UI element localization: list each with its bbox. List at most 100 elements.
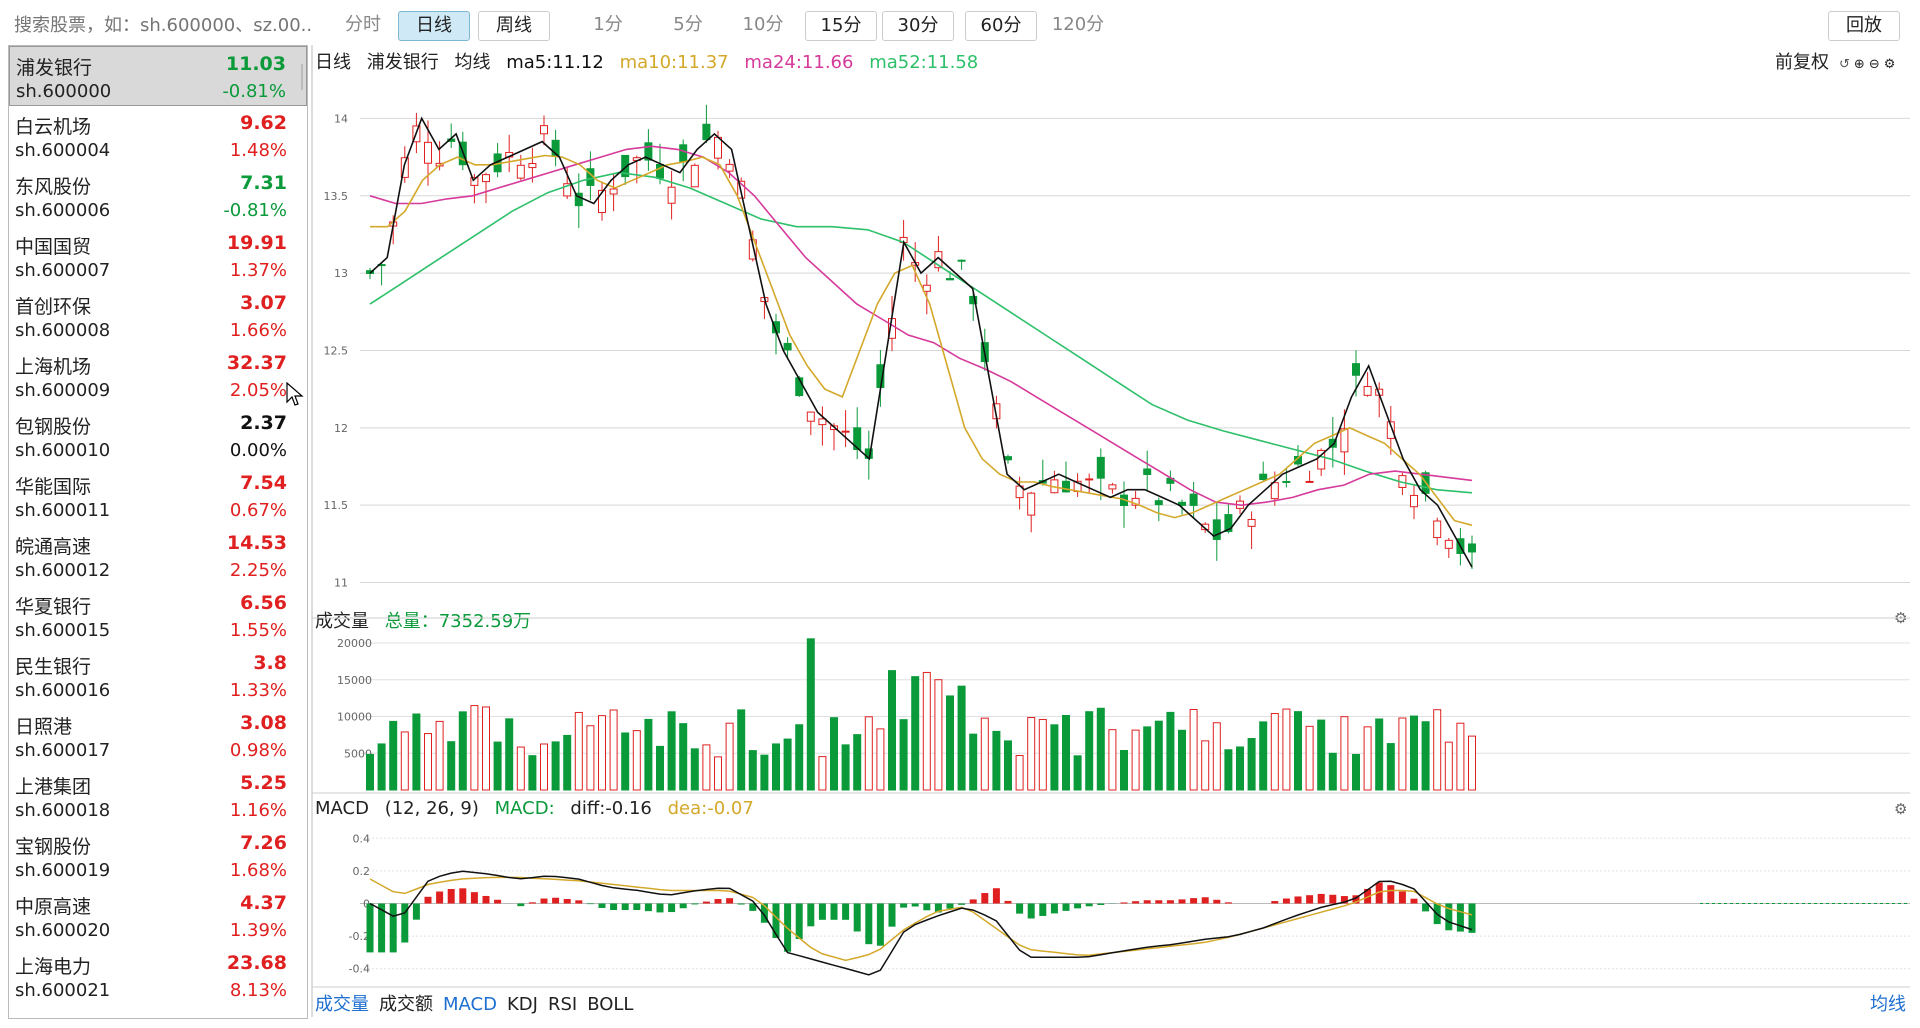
bottom-right-ma-button[interactable]: 均线: [1870, 994, 1906, 1015]
macd-bar: [366, 903, 374, 953]
stock-name: 上海机场: [15, 356, 92, 378]
candle: [389, 221, 398, 227]
stock-list-item[interactable]: 中原高速 sh.600020 4.37 1.39%: [9, 886, 307, 946]
macd-bar: [1132, 901, 1140, 904]
volume-bar: [424, 733, 432, 791]
stock-name: 白云机场: [15, 116, 92, 138]
stock-list-item[interactable]: 华夏银行 sh.600015 6.56 1.55%: [9, 586, 307, 646]
indicator-tab-kdj[interactable]: KDJ: [506, 994, 538, 1015]
kline-legend: 日线 浦发银行 均线 ma5:11.12 ma10:11.37 ma24:11.…: [315, 48, 988, 74]
indicator-tab-成交量[interactable]: 成交量: [315, 994, 369, 1015]
volume-bar: [1143, 726, 1152, 791]
indicator-tab-rsi[interactable]: RSI: [547, 994, 578, 1015]
stock-list-item[interactable]: 白云机场 sh.600004 9.62 1.48%: [9, 106, 307, 166]
period-tab-6[interactable]: 15分: [805, 11, 877, 41]
volume-bar: [493, 741, 502, 791]
ma5-line: [369, 116, 1473, 568]
period-tab-1[interactable]: 日线: [398, 11, 470, 41]
period-tab-5[interactable]: 10分: [742, 14, 784, 35]
stock-list-item[interactable]: 日照港 sh.600017 3.08 0.98%: [9, 706, 307, 766]
macd-dea: dea:-0.07: [667, 798, 754, 819]
macd-settings-icon[interactable]: ⚙: [1894, 800, 1908, 818]
volume-bar: [1189, 709, 1198, 791]
stock-list-item[interactable]: 上海电力 sh.600021 23.68 8.13%: [9, 946, 307, 1006]
stock-list-item[interactable]: 上海机场 sh.600009 32.37 2.05%: [9, 346, 307, 406]
macd-bar: [946, 903, 954, 909]
volume-bar: [1236, 746, 1244, 791]
stock-list-item[interactable]: 宝钢股份 sh.600019 7.26 1.68%: [9, 826, 307, 886]
stock-list-item[interactable]: 浦发银行 sh.600000 11.03 -0.81%: [9, 46, 307, 106]
period-tab-8[interactable]: 60分: [965, 11, 1037, 41]
period-tab-9[interactable]: 120分: [1051, 14, 1105, 35]
macd-bar: [610, 903, 618, 911]
candle: [1166, 477, 1175, 484]
stock-code: sh.600021: [15, 980, 111, 1001]
macd-bar: [598, 903, 606, 908]
volume-bar: [1363, 726, 1372, 791]
stock-price: 7.26: [240, 832, 287, 854]
candle: [400, 157, 409, 178]
volume-bar: [366, 753, 374, 791]
candle: [853, 427, 862, 450]
stock-list-item[interactable]: 华能国际 sh.600011 7.54 0.67%: [9, 466, 307, 526]
macd-bar: [1224, 902, 1232, 904]
stock-name: 华能国际: [15, 476, 92, 498]
volume-bar: [563, 734, 572, 791]
macd-bar: [1062, 903, 1070, 911]
candle: [528, 163, 537, 169]
volume-bar: [806, 638, 815, 791]
ma24-line: [369, 145, 1473, 507]
macd-bar: [1282, 898, 1290, 904]
candle: [969, 295, 978, 305]
macd-bar: [1340, 896, 1348, 904]
period-tab-3[interactable]: 1分: [593, 14, 623, 35]
stock-code: sh.600009: [15, 380, 111, 401]
volume-bar: [540, 743, 548, 791]
macd-bar: [1085, 903, 1093, 907]
macd-bar: [992, 888, 1000, 904]
candle: [1433, 520, 1442, 539]
macd-bar: [830, 903, 838, 920]
period-tab-4[interactable]: 5分: [673, 14, 703, 35]
stock-list-item[interactable]: 包钢股份 sh.600010 2.37 0.00%: [9, 406, 307, 466]
volume-bar: [389, 720, 398, 791]
settings-icon[interactable]: ⚙: [1883, 57, 1896, 72]
adjust-label[interactable]: 前复权: [1775, 52, 1829, 73]
replay-button[interactable]: 回放: [1828, 11, 1900, 41]
volume-bar: [656, 745, 664, 791]
volume-settings-icon[interactable]: ⚙: [1894, 609, 1908, 627]
stock-list-item[interactable]: 上港集团 sh.600018 5.25 1.16%: [9, 766, 307, 826]
y-tick-label: 20000: [337, 637, 372, 650]
diff-line: [369, 870, 1473, 976]
ma10-line: [370, 154, 1473, 527]
macd-bar: [447, 888, 455, 904]
indicator-tab-成交额[interactable]: 成交额: [379, 994, 433, 1015]
volume-bar: [1201, 740, 1210, 791]
indicator-tab-boll[interactable]: BOLL: [587, 994, 634, 1015]
macd-bar: [494, 899, 502, 904]
stock-price: 6.56: [240, 592, 287, 614]
candle: [946, 278, 954, 281]
stock-list-item[interactable]: 民生银行 sh.600016 3.8 1.33%: [9, 646, 307, 706]
period-tab-7[interactable]: 30分: [882, 11, 954, 41]
stock-list-item[interactable]: 东风股份 sh.600006 7.31 -0.81%: [9, 166, 307, 226]
zoom-in-icon[interactable]: ⊕: [1853, 57, 1865, 72]
stock-list-item[interactable]: 首创环保 sh.600008 3.07 1.66%: [9, 286, 307, 346]
undo-icon[interactable]: ↺: [1839, 57, 1850, 72]
stock-change: 0.00%: [229, 440, 287, 461]
volume-bar: [551, 741, 560, 791]
stock-list-item[interactable]: 皖通高速 sh.600012 14.53 2.25%: [9, 526, 307, 586]
zoom-out-icon[interactable]: ⊖: [1868, 57, 1880, 72]
period-tab-0[interactable]: 分时: [345, 14, 381, 35]
macd-bar: [1097, 903, 1105, 906]
scrollbar[interactable]: [301, 64, 303, 90]
stock-list-item[interactable]: 中国国贸 sh.600007 19.91 1.37%: [9, 226, 307, 286]
period-tab-2[interactable]: 周线: [478, 11, 550, 41]
stock-price: 7.54: [240, 472, 287, 494]
indicator-tab-macd[interactable]: MACD: [443, 994, 497, 1015]
stock-price: 2.37: [240, 412, 287, 434]
search-input[interactable]: [12, 12, 316, 38]
macd-bar: [1178, 899, 1186, 904]
macd-bar: [865, 903, 873, 945]
